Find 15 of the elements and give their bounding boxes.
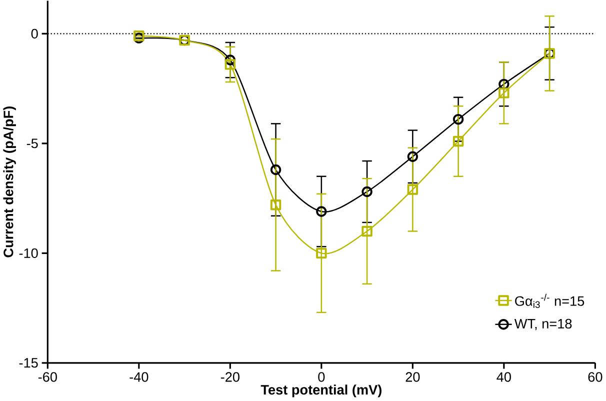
y-tick-label: -10 xyxy=(19,248,38,258)
y-axis-title: Current density (pA/pF) xyxy=(3,106,16,258)
x-tick-label: 20 xyxy=(406,372,420,382)
x-tick-label: -60 xyxy=(38,372,57,382)
y-tick-label: -5 xyxy=(26,138,38,148)
x-tick-label: -20 xyxy=(220,372,240,382)
legend-label: WT, n=18 xyxy=(514,319,572,330)
x-tick-label: -40 xyxy=(130,372,148,382)
x-tick-label: 0 xyxy=(318,372,325,382)
x-tick-label: 60 xyxy=(588,372,602,382)
y-tick-label: 0 xyxy=(31,29,38,39)
legend-label: Gα$_{i3}$$^{-/-}$ n=15 xyxy=(515,294,584,308)
y-tick-label: -15 xyxy=(19,358,38,368)
x-axis-title: Test potential (mV) xyxy=(260,384,382,398)
x-tick-label: 40 xyxy=(496,372,511,382)
